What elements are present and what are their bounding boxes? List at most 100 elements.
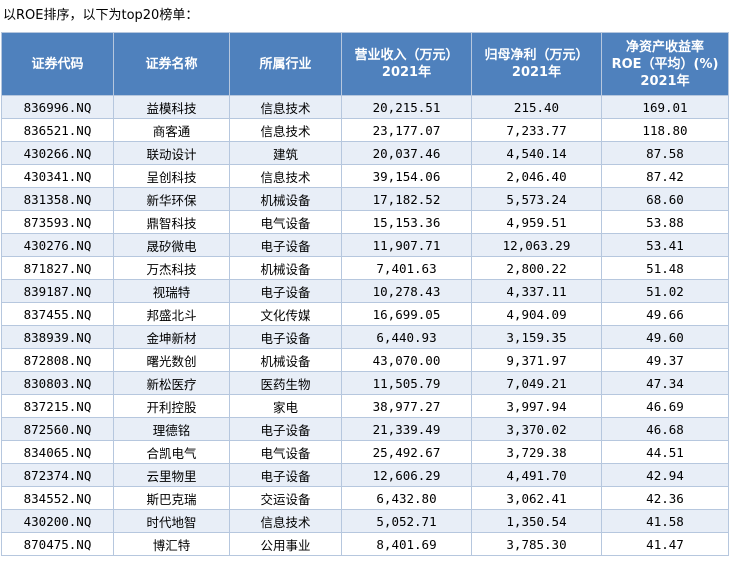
header-code: 证券代码 [1,32,114,96]
cell-industry: 电子设备 [229,325,342,349]
cell-code: 872374.NQ [1,463,114,487]
table-body: 836996.NQ 益模科技 信息技术 20,215.51 215.40 169.01 83… [1,95,729,556]
cell-revenue: 6,432.80 [341,486,472,510]
table-row: 872560.NQ 理德铭 电子设备 21,339.49 3,370.02 46.68 [1,417,729,441]
cell-name: 新华环保 [113,187,230,211]
cell-profit: 3,159.35 [471,325,602,349]
cell-roe: 51.48 [601,256,729,280]
cell-roe: 68.60 [601,187,729,211]
cell-industry: 公用事业 [229,532,342,556]
table-row: 870475.NQ 博汇特 公用事业 8,401.69 3,785.30 41.47 [1,532,729,556]
cell-name: 金坤新材 [113,325,230,349]
cell-name: 开利控股 [113,394,230,418]
cell-code: 430276.NQ [1,233,114,257]
cell-code: 834065.NQ [1,440,114,464]
table-row: 837215.NQ 开利控股 家电 38,977.27 3,997.94 46.69 [1,394,729,418]
cell-name: 斯巴克瑞 [113,486,230,510]
cell-name: 曙光数创 [113,348,230,372]
cell-industry: 机械设备 [229,348,342,372]
header-name: 证券名称 [113,32,230,96]
cell-name: 联动设计 [113,141,230,165]
header-revenue: 营业收入（万元） 2021年 [341,32,472,96]
cell-name: 合凯电气 [113,440,230,464]
cell-profit: 7,049.21 [471,371,602,395]
cell-name: 云里物里 [113,463,230,487]
cell-roe: 169.01 [601,95,729,119]
cell-profit: 3,785.30 [471,532,602,556]
cell-industry: 电子设备 [229,463,342,487]
cell-revenue: 12,606.29 [341,463,472,487]
table-row: 873593.NQ 鼎智科技 电气设备 15,153.36 4,959.51 53.88 [1,210,729,234]
cell-roe: 53.88 [601,210,729,234]
cell-name: 呈创科技 [113,164,230,188]
cell-code: 430200.NQ [1,509,114,533]
cell-code: 836521.NQ [1,118,114,142]
table-row: 871827.NQ 万杰科技 机械设备 7,401.63 2,800.22 51.48 [1,256,729,280]
cell-roe: 87.58 [601,141,729,165]
cell-profit: 4,337.11 [471,279,602,303]
cell-roe: 51.02 [601,279,729,303]
cell-code: 838939.NQ [1,325,114,349]
cell-roe: 44.51 [601,440,729,464]
cell-revenue: 15,153.36 [341,210,472,234]
table-row: 836996.NQ 益模科技 信息技术 20,215.51 215.40 169.01 [1,95,729,119]
cell-revenue: 25,492.67 [341,440,472,464]
cell-industry: 家电 [229,394,342,418]
cell-profit: 3,729.38 [471,440,602,464]
cell-code: 831358.NQ [1,187,114,211]
cell-name: 邦盛北斗 [113,302,230,326]
cell-name: 商客通 [113,118,230,142]
table-row: 838939.NQ 金坤新材 电子设备 6,440.93 3,159.35 49.60 [1,325,729,349]
table-row: 830803.NQ 新松医疗 医药生物 11,505.79 7,049.21 47.34 [1,371,729,395]
table-row: 430266.NQ 联动设计 建筑 20,037.46 4,540.14 87.58 [1,141,729,165]
table-row: 872808.NQ 曙光数创 机械设备 43,070.00 9,371.97 49.37 [1,348,729,372]
cell-name: 博汇特 [113,532,230,556]
header-industry: 所属行业 [229,32,342,96]
cell-revenue: 16,699.05 [341,302,472,326]
cell-revenue: 20,215.51 [341,95,472,119]
cell-roe: 49.37 [601,348,729,372]
table-row: 839187.NQ 视瑞特 电子设备 10,278.43 4,337.11 51.02 [1,279,729,303]
cell-revenue: 23,177.07 [341,118,472,142]
cell-profit: 1,350.54 [471,509,602,533]
cell-profit: 4,959.51 [471,210,602,234]
cell-industry: 电气设备 [229,440,342,464]
cell-roe: 46.68 [601,417,729,441]
cell-profit: 9,371.97 [471,348,602,372]
cell-industry: 信息技术 [229,95,342,119]
cell-code: 830803.NQ [1,371,114,395]
table-row: 430276.NQ 晟矽微电 电子设备 11,907.71 12,063.29 53.41 [1,233,729,257]
cell-profit: 3,062.41 [471,486,602,510]
cell-profit: 5,573.24 [471,187,602,211]
cell-roe: 42.36 [601,486,729,510]
cell-profit: 2,800.22 [471,256,602,280]
cell-roe: 41.58 [601,509,729,533]
cell-revenue: 17,182.52 [341,187,472,211]
cell-code: 837455.NQ [1,302,114,326]
cell-industry: 信息技术 [229,509,342,533]
cell-revenue: 20,037.46 [341,141,472,165]
cell-name: 益模科技 [113,95,230,119]
cell-industry: 电子设备 [229,417,342,441]
cell-roe: 118.80 [601,118,729,142]
cell-code: 839187.NQ [1,279,114,303]
table-caption: 以ROE排序，以下为top20榜单： [3,8,199,23]
cell-name: 万杰科技 [113,256,230,280]
cell-name: 新松医疗 [113,371,230,395]
cell-name: 鼎智科技 [113,210,230,234]
cell-industry: 信息技术 [229,118,342,142]
cell-roe: 47.34 [601,371,729,395]
cell-profit: 2,046.40 [471,164,602,188]
table-row: 430200.NQ 时代地智 信息技术 5,052.71 1,350.54 41.58 [1,509,729,533]
cell-roe: 53.41 [601,233,729,257]
cell-revenue: 21,339.49 [341,417,472,441]
cell-revenue: 5,052.71 [341,509,472,533]
cell-roe: 42.94 [601,463,729,487]
cell-industry: 医药生物 [229,371,342,395]
cell-industry: 电气设备 [229,210,342,234]
cell-name: 时代地智 [113,509,230,533]
cell-revenue: 10,278.43 [341,279,472,303]
cell-industry: 电子设备 [229,233,342,257]
cell-industry: 机械设备 [229,256,342,280]
cell-code: 871827.NQ [1,256,114,280]
